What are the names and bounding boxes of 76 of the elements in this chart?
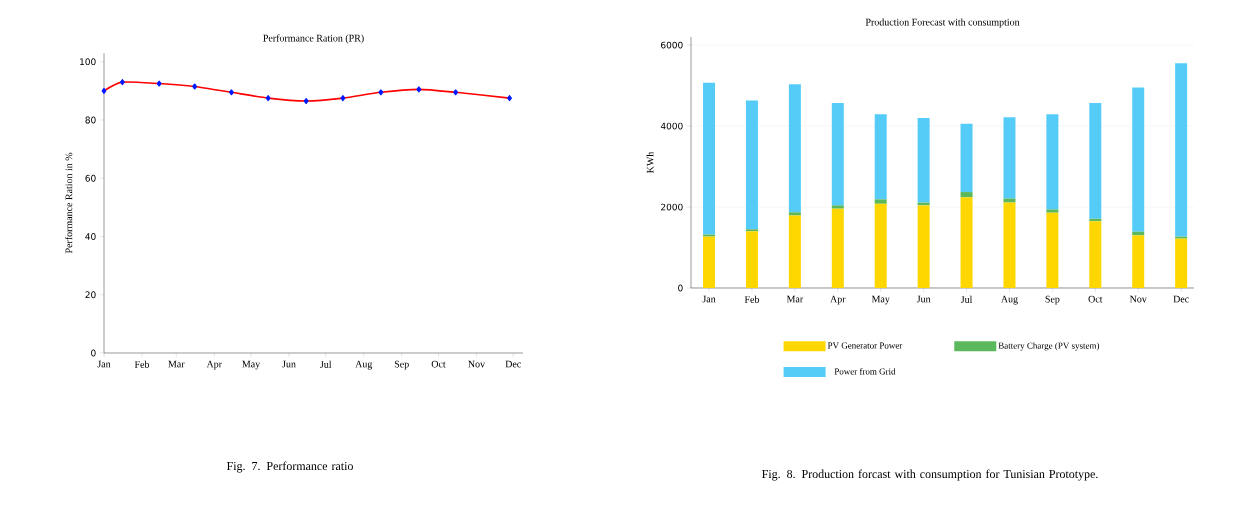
x-tick-label: Apr <box>830 295 846 305</box>
x-tick-label: May <box>871 295 890 305</box>
x-tick-label: Jan <box>702 295 716 303</box>
bar <box>703 82 716 235</box>
y-tick-label: 20 <box>85 291 96 299</box>
x-tick-label: Jul <box>320 360 332 368</box>
x-tick-label: Feb <box>744 295 760 303</box>
x-tick-label: Mar <box>786 295 804 303</box>
bar <box>831 208 844 288</box>
bar <box>745 229 758 232</box>
bar <box>1089 221 1102 288</box>
bar <box>874 203 887 288</box>
bar <box>1089 102 1102 219</box>
legend-label: Battery Charge (PV system) <box>998 342 1100 351</box>
x-tick-label: Aug <box>1000 295 1018 305</box>
y-axis-title: Performance Ration in % <box>65 152 73 254</box>
bar <box>1046 114 1059 210</box>
bar <box>960 123 973 193</box>
y-tick-label: 80 <box>85 116 96 124</box>
x-tick-label: Nov <box>468 360 486 368</box>
y-axis-title: KWh <box>646 151 654 174</box>
bar <box>703 236 716 288</box>
x-tick-label: Apr <box>206 360 222 370</box>
bar <box>831 205 844 209</box>
x-tick-label: Jun <box>916 295 931 303</box>
bar <box>703 234 716 237</box>
x-tick-label: Nov <box>1129 295 1147 303</box>
bar <box>1003 202 1016 288</box>
x-tick-label: Feb <box>134 360 150 368</box>
bar <box>1132 235 1145 288</box>
bar <box>745 100 758 230</box>
y-tick-label: 40 <box>85 233 96 240</box>
y-tick-label: 100 <box>80 58 96 66</box>
x-tick-label: Oct <box>1088 295 1103 303</box>
bar <box>1003 117 1016 199</box>
x-tick-label: Mar <box>168 360 185 368</box>
bar <box>917 117 930 203</box>
x-tick-label: Jan <box>97 360 111 368</box>
bar <box>1132 87 1145 232</box>
bar <box>874 199 887 204</box>
bar <box>1046 209 1059 213</box>
x-tick-label: Jul <box>960 295 973 303</box>
caption: Fig. 8. Production forcast with consumption for Tunisian Prototype. <box>762 469 1098 481</box>
bar <box>1175 63 1188 237</box>
bar <box>960 192 973 198</box>
bar <box>1175 238 1188 288</box>
bar <box>917 205 930 288</box>
bar <box>788 84 801 213</box>
x-tick-label: Jun <box>282 360 296 368</box>
bar <box>1175 236 1188 239</box>
x-tick-label: Sep <box>1045 295 1060 305</box>
bar <box>788 212 801 216</box>
y-tick-label: 0 <box>91 349 96 357</box>
x-tick-label: Sep <box>394 360 409 370</box>
y-tick-label: 2000 <box>661 203 683 211</box>
caption: Fig. 7. Performance ratio <box>226 461 353 473</box>
bar <box>788 215 801 288</box>
legend-label: PV Generator Power <box>827 342 903 349</box>
bar <box>831 102 844 206</box>
bar <box>874 114 887 200</box>
y-tick-label: 60 <box>85 174 96 182</box>
x-tick-label: Dec <box>1173 295 1189 303</box>
y-tick-label: 6000 <box>661 41 683 49</box>
bar <box>960 197 973 288</box>
x-tick-label: May <box>242 360 261 370</box>
bar <box>745 231 758 288</box>
x-tick-label: Aug <box>355 360 373 370</box>
bar <box>1003 198 1016 203</box>
legend-label: Power from Grid <box>834 368 896 375</box>
bar <box>1046 212 1059 288</box>
chart-title: Performance Ration (PR) <box>263 34 364 44</box>
y-tick-label: 4000 <box>660 122 683 130</box>
y-tick-label: 0 <box>678 284 683 292</box>
chart-title: Production Forecast with consumption <box>865 18 1020 28</box>
x-tick-label: Dec <box>505 360 521 368</box>
x-tick-label: Oct <box>431 360 446 368</box>
